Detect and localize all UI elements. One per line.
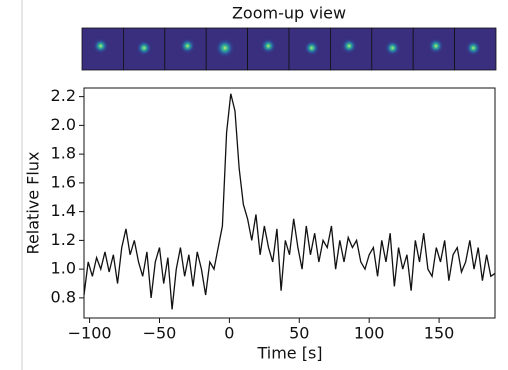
y-tick-label: 1.4: [51, 201, 76, 220]
zoom-source: [304, 40, 320, 56]
zoom-source: [215, 38, 235, 58]
x-tick-label: 150: [424, 324, 455, 343]
zoom-source: [428, 38, 444, 54]
y-tick-label: 1.8: [51, 144, 76, 163]
x-tick-label: 100: [354, 324, 385, 343]
x-tick-label: −100: [68, 324, 112, 343]
x-tick-label: 0: [224, 324, 234, 343]
zoom-source: [341, 38, 357, 54]
zoom-source: [136, 40, 152, 56]
y-axis-label: Relative Flux: [24, 152, 43, 255]
plot-frame: [84, 88, 495, 318]
zoom-strip: [82, 28, 496, 70]
y-tick-label: 1.2: [51, 230, 76, 249]
y-tick-label: 1.6: [51, 172, 76, 191]
y-tick-label: 2.0: [51, 115, 76, 134]
zoom-source: [93, 38, 109, 54]
zoom-source: [385, 40, 401, 56]
y-tick-label: 0.8: [51, 287, 76, 306]
y-tick-label: 1.0: [51, 259, 76, 278]
chart-title: Zoom-up view: [232, 4, 346, 23]
flux-line: [84, 94, 495, 310]
x-axis-label: Time [s]: [256, 344, 322, 363]
zoom-source: [180, 38, 196, 54]
page: {"chart_data": {"type": "line", "title":…: [0, 0, 508, 370]
y-tick-label: 2.2: [51, 86, 76, 105]
x-tick-label: 50: [289, 324, 309, 343]
chart: Zoom-up view Time [s] Relative Flux −100…: [0, 0, 508, 370]
zoom-source: [465, 40, 481, 56]
x-tick-label: −50: [143, 324, 177, 343]
zoom-source: [260, 38, 276, 54]
